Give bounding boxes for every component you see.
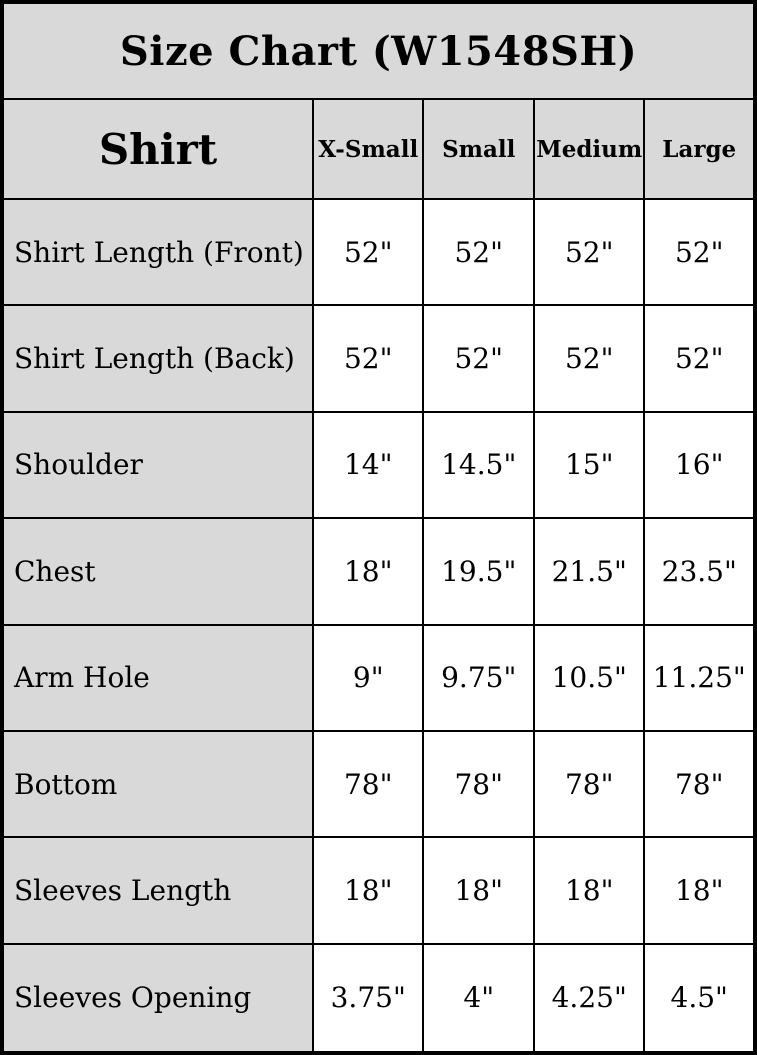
corner-header-shirt: Shirt — [1, 98, 314, 200]
column-header-xsmall: X-Small — [311, 98, 425, 200]
value-cell: 52" — [532, 304, 646, 413]
value-cell: 14" — [311, 410, 425, 520]
table-row: Shirt Length (Front) 52" 52" 52" 52" — [1, 197, 756, 307]
table-row: Sleeves Length 18" 18" 18" 18" — [1, 836, 756, 945]
value-cell: 9" — [311, 623, 425, 732]
value-cell: 16" — [643, 410, 756, 520]
row-label: Bottom — [1, 729, 314, 839]
value-cell: 18" — [532, 836, 646, 945]
table-row: Bottom 78" 78" 78" 78" — [1, 729, 756, 839]
value-cell: 52" — [311, 197, 425, 307]
value-cell: 23.5" — [643, 517, 756, 626]
column-header-medium: Medium — [532, 98, 646, 200]
value-cell: 78" — [532, 729, 646, 839]
value-cell: 15" — [532, 410, 646, 520]
value-cell: 78" — [422, 729, 535, 839]
value-cell: 4.25" — [532, 942, 646, 1055]
value-cell: 9.75" — [422, 623, 535, 732]
value-cell: 10.5" — [532, 623, 646, 732]
value-cell: 11.25" — [643, 623, 756, 732]
value-cell: 4.5" — [643, 942, 756, 1055]
table-row: Shoulder 14" 14.5" 15" 16" — [1, 410, 756, 520]
row-label: Arm Hole — [1, 623, 314, 732]
value-cell: 52" — [643, 304, 756, 413]
value-cell: 78" — [311, 729, 425, 839]
row-label: Shirt Length (Back) — [1, 304, 314, 413]
value-cell: 18" — [643, 836, 756, 945]
value-cell: 52" — [422, 304, 535, 413]
chart-title: Size Chart (W1548SH) — [1, 1, 756, 100]
row-label: Shirt Length (Front) — [1, 197, 314, 307]
row-label: Sleeves Opening — [1, 942, 314, 1055]
column-header-small: Small — [422, 98, 535, 200]
value-cell: 14.5" — [422, 410, 535, 520]
table-row: Arm Hole 9" 9.75" 10.5" 11.25" — [1, 623, 756, 732]
value-cell: 78" — [643, 729, 756, 839]
value-cell: 18" — [311, 836, 425, 945]
value-cell: 52" — [422, 197, 535, 307]
table-row: Sleeves Opening 3.75" 4" 4.25" 4.5" — [1, 942, 756, 1055]
row-label: Shoulder — [1, 410, 314, 520]
value-cell: 3.75" — [311, 942, 425, 1055]
title-row: Size Chart (W1548SH) — [1, 1, 756, 100]
value-cell: 18" — [422, 836, 535, 945]
value-cell: 52" — [643, 197, 756, 307]
value-cell: 52" — [532, 197, 646, 307]
row-label: Chest — [1, 517, 314, 626]
value-cell: 52" — [311, 304, 425, 413]
table-row: Chest 18" 19.5" 21.5" 23.5" — [1, 517, 756, 626]
column-header-large: Large — [643, 98, 756, 200]
table-row: Shirt Length (Back) 52" 52" 52" 52" — [1, 304, 756, 413]
value-cell: 4" — [422, 942, 535, 1055]
value-cell: 19.5" — [422, 517, 535, 626]
row-label: Sleeves Length — [1, 836, 314, 945]
value-cell: 21.5" — [532, 517, 646, 626]
value-cell: 18" — [311, 517, 425, 626]
header-row: Shirt X-Small Small Medium Large — [1, 98, 756, 200]
